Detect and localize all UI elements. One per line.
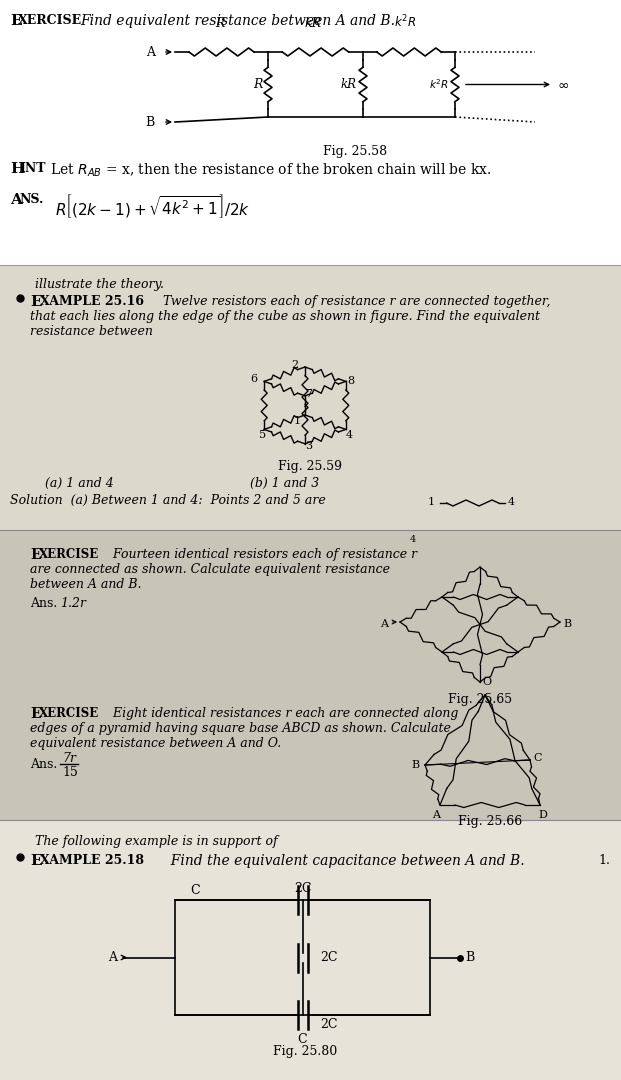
Text: 6: 6 bbox=[251, 375, 258, 384]
Text: Twelve resistors each of resistance r are connected together,: Twelve resistors each of resistance r ar… bbox=[155, 295, 550, 308]
Text: kR: kR bbox=[304, 17, 322, 30]
Text: A: A bbox=[108, 951, 117, 964]
Text: Find equivalent resistance between A and B.: Find equivalent resistance between A and… bbox=[80, 14, 395, 28]
Text: INT: INT bbox=[19, 162, 45, 175]
Text: XAMPLE 25.18: XAMPLE 25.18 bbox=[40, 854, 144, 867]
Text: B: B bbox=[465, 951, 474, 964]
Text: Eight identical resistances r each are connected along: Eight identical resistances r each are c… bbox=[105, 707, 458, 720]
Text: R: R bbox=[215, 17, 225, 30]
Text: C: C bbox=[533, 753, 542, 762]
Text: NS.: NS. bbox=[19, 193, 43, 206]
Text: Ans.: Ans. bbox=[30, 758, 57, 771]
Text: 2C: 2C bbox=[320, 951, 338, 964]
Text: A: A bbox=[380, 619, 388, 629]
Text: D: D bbox=[538, 810, 548, 820]
Text: The following example is in support of: The following example is in support of bbox=[35, 835, 278, 848]
Text: Fig. 25.80: Fig. 25.80 bbox=[273, 1045, 337, 1058]
Text: 15: 15 bbox=[62, 766, 78, 779]
Text: E: E bbox=[30, 854, 42, 868]
Text: 8: 8 bbox=[347, 377, 355, 387]
Text: E: E bbox=[30, 548, 40, 562]
Text: Let $R_{AB}$ = x, then the resistance of the broken chain will be kx.: Let $R_{AB}$ = x, then the resistance of… bbox=[50, 162, 492, 179]
Text: 4: 4 bbox=[345, 431, 352, 441]
Bar bbox=[0, 0, 621, 265]
Text: B: B bbox=[563, 619, 571, 629]
Text: $\infty$: $\infty$ bbox=[557, 78, 569, 92]
Text: resistance between: resistance between bbox=[30, 325, 153, 338]
Text: 7r: 7r bbox=[62, 752, 76, 765]
Text: Fourteen identical resistors each of resistance r: Fourteen identical resistors each of res… bbox=[105, 548, 417, 561]
Text: 2C: 2C bbox=[320, 1018, 338, 1031]
Text: 2: 2 bbox=[291, 360, 299, 370]
Bar bbox=[0, 265, 621, 530]
Text: equivalent resistance between A and O.: equivalent resistance between A and O. bbox=[30, 737, 281, 750]
Text: B: B bbox=[146, 116, 155, 129]
Text: Fig. 25.58: Fig. 25.58 bbox=[323, 145, 387, 158]
Text: 7: 7 bbox=[306, 389, 312, 399]
Text: R: R bbox=[253, 78, 263, 91]
Text: 2C: 2C bbox=[294, 882, 311, 895]
Text: Fig. 25.66: Fig. 25.66 bbox=[458, 815, 522, 828]
Text: $R\left[(2k-1)+\sqrt{4k^2+1}\right]/2k$: $R\left[(2k-1)+\sqrt{4k^2+1}\right]/2k$ bbox=[55, 193, 250, 220]
Text: 1: 1 bbox=[294, 416, 301, 426]
Text: $k^2R$: $k^2R$ bbox=[429, 78, 449, 92]
Text: XAMPLE 25.16: XAMPLE 25.16 bbox=[40, 295, 144, 308]
Text: A: A bbox=[432, 810, 440, 820]
Text: 1.: 1. bbox=[598, 854, 610, 867]
Text: 5: 5 bbox=[258, 431, 266, 441]
Text: 4: 4 bbox=[410, 535, 416, 544]
Text: 4: 4 bbox=[508, 497, 515, 507]
Text: XERCISE: XERCISE bbox=[39, 548, 99, 561]
Text: C: C bbox=[297, 1032, 307, 1047]
Text: Solution  (a) Between 1 and 4:  Points 2 and 5 are: Solution (a) Between 1 and 4: Points 2 a… bbox=[10, 494, 326, 507]
Text: A: A bbox=[146, 45, 155, 58]
Text: that each lies along the edge of the cube as shown in figure. Find the equivalen: that each lies along the edge of the cub… bbox=[30, 310, 540, 323]
Text: edges of a pyramid having square base ABCD as shown. Calculate: edges of a pyramid having square base AB… bbox=[30, 723, 451, 735]
Text: E: E bbox=[10, 14, 22, 28]
Text: Fig. 25.65: Fig. 25.65 bbox=[448, 693, 512, 706]
Text: 1: 1 bbox=[428, 497, 435, 507]
Text: between A and B.: between A and B. bbox=[30, 578, 142, 591]
Text: 3: 3 bbox=[306, 441, 312, 450]
Text: O: O bbox=[483, 677, 492, 687]
Bar bbox=[0, 530, 621, 820]
Text: Find the equivalent capacitance between A and B.: Find the equivalent capacitance between … bbox=[162, 854, 525, 868]
Text: Fig. 25.59: Fig. 25.59 bbox=[278, 460, 342, 473]
Text: A: A bbox=[10, 193, 22, 207]
Text: C: C bbox=[190, 885, 199, 897]
Text: 1.2r: 1.2r bbox=[60, 597, 86, 610]
Text: XERCISE: XERCISE bbox=[18, 14, 82, 27]
Text: illustrate the theory.: illustrate the theory. bbox=[35, 278, 164, 291]
Text: kR: kR bbox=[341, 78, 357, 91]
Text: XERCISE: XERCISE bbox=[39, 707, 99, 720]
Text: are connected as shown. Calculate equivalent resistance: are connected as shown. Calculate equiva… bbox=[30, 563, 390, 576]
Text: $k^2R$: $k^2R$ bbox=[394, 13, 416, 30]
Text: Ans.: Ans. bbox=[30, 597, 57, 610]
Text: B: B bbox=[412, 760, 420, 770]
Text: (b) 1 and 3: (b) 1 and 3 bbox=[250, 477, 319, 490]
Text: E: E bbox=[30, 707, 40, 721]
Bar bbox=[0, 820, 621, 1080]
Text: E: E bbox=[30, 295, 42, 309]
Text: (a) 1 and 4: (a) 1 and 4 bbox=[45, 477, 114, 490]
Text: H: H bbox=[10, 162, 24, 176]
